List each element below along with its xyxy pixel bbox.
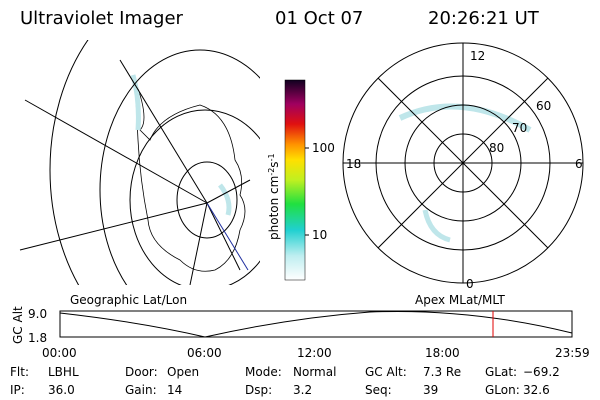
strip-y-label: 1.8 — [28, 331, 47, 345]
info-label: GLon: — [485, 383, 520, 397]
geographic-map — [19, 40, 260, 285]
info-label: Gain: — [125, 383, 157, 397]
mlt-label: 6 — [575, 157, 583, 171]
info-value: 39 — [423, 383, 438, 397]
exponent: -2 — [267, 168, 276, 176]
mlt-label: 0 — [466, 277, 474, 291]
time: 20:26:21 UT — [428, 8, 540, 29]
info-label: Mode: — [245, 365, 282, 379]
strip-axis-label: GC Alt — [11, 306, 25, 344]
title: Ultraviolet Imager — [20, 8, 184, 29]
info-label: GLat: — [485, 365, 517, 379]
info-value: 32.6 — [523, 383, 550, 397]
strip-y-label: 9.0 — [28, 307, 47, 321]
info-value: 7.3 Re — [423, 365, 461, 379]
colorbar-tick-label: 10 — [312, 228, 327, 242]
unit: photon cm — [267, 176, 281, 240]
info-value: 36.0 — [48, 383, 75, 397]
altitude-curve — [59, 310, 573, 338]
lat-label: 80 — [489, 141, 504, 155]
info-label: GC Alt: — [365, 365, 407, 379]
strip-frame — [59, 310, 573, 338]
colorbar-label: photon cm-2s-1 — [267, 153, 281, 240]
strip-x-label: 23:59 — [555, 346, 590, 360]
info-label: Seq: — [365, 383, 392, 397]
info-label: Dsp: — [245, 383, 272, 397]
strip-x-label: 06:00 — [187, 346, 222, 360]
info-value: Normal — [293, 365, 336, 379]
strip-x-label: 00:00 — [42, 346, 77, 360]
colorbar — [284, 79, 306, 281]
lat-label: 70 — [512, 121, 527, 135]
strip-x-label: 18:00 — [425, 346, 460, 360]
info-value: Open — [167, 365, 199, 379]
info-value: 3.2 — [293, 383, 312, 397]
polar-plot: 12 18 6 0 60 70 80 — [342, 42, 584, 291]
mlt-label: 12 — [470, 49, 485, 63]
strip-caption: Geographic Lat/Lon — [70, 293, 187, 307]
lat-label: 60 — [536, 99, 551, 113]
strip-x-label: 12:00 — [297, 346, 332, 360]
info-panel: Flt: LBHL Door: Open Mode: Normal GC Alt: 7.3 R… — [10, 365, 560, 397]
strip-caption: Apex MLat/MLT — [415, 293, 505, 307]
info-value: 14 — [167, 383, 182, 397]
info-value: −69.2 — [523, 365, 560, 379]
mlt-label: 18 — [346, 157, 361, 171]
colorbar-tick-label: 100 — [312, 141, 335, 155]
info-label: IP: — [10, 383, 25, 397]
info-label: Flt: — [10, 365, 29, 379]
info-value: LBHL — [48, 365, 79, 379]
info-label: Door: — [125, 365, 158, 379]
date: 01 Oct 07 — [275, 8, 363, 29]
exponent: -1 — [267, 153, 276, 161]
unit: s — [267, 161, 281, 167]
